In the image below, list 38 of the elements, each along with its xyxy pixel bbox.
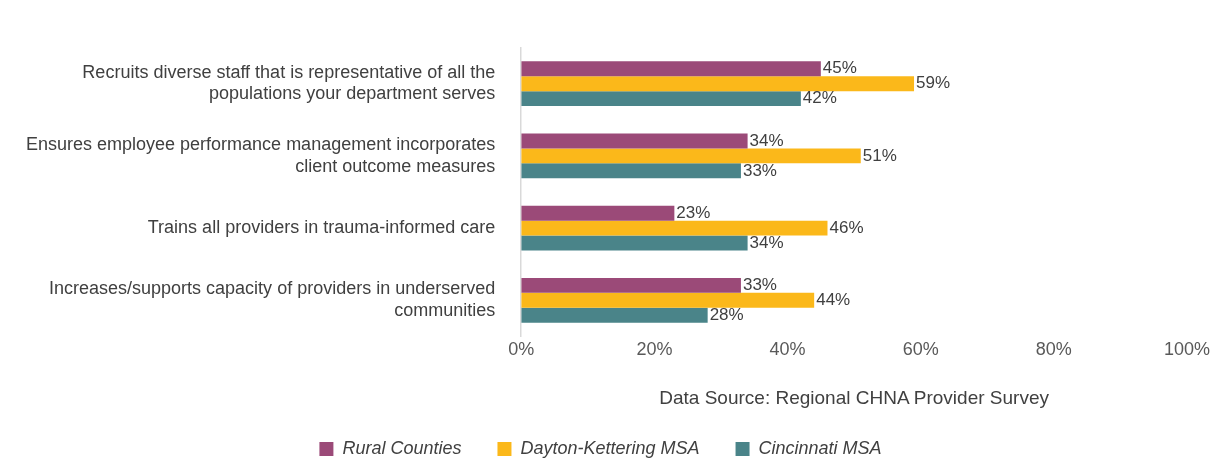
bar (521, 235, 748, 251)
y-tick-label: Increases/supports capacity of providers in underserved communities (49, 278, 496, 321)
legend-label: Rural Counties (342, 438, 462, 458)
bar (521, 133, 748, 149)
x-tick-label: 0% (508, 339, 535, 360)
data-label: 51% (862, 145, 897, 165)
bar (521, 277, 741, 293)
data-label: 42% (802, 88, 837, 108)
bar (521, 148, 861, 164)
data-label: 33% (742, 160, 777, 180)
data-label: 34% (749, 130, 784, 150)
bar (521, 91, 801, 107)
x-tick-label: 40% (769, 339, 806, 360)
bar (521, 292, 815, 308)
bar (521, 76, 915, 92)
bar (521, 220, 828, 236)
bar (521, 163, 741, 179)
data-label: 59% (916, 73, 951, 93)
bar (521, 307, 708, 323)
data-label: 33% (742, 275, 777, 295)
legend-label: Dayton-Kettering MSA (520, 438, 700, 458)
data-label: 34% (749, 232, 784, 252)
y-tick-label: Ensures employee performance management incorporates client outcome measures (26, 134, 496, 176)
data-label: 23% (676, 202, 711, 222)
x-tick-label: 100% (1163, 339, 1210, 360)
x-tick-label: 60% (902, 339, 939, 360)
legend-label: Cincinnati MSA (758, 438, 882, 458)
bar (521, 61, 821, 77)
data-label: 45% (822, 58, 857, 78)
x-tick-label: 80% (1035, 339, 1072, 360)
bar (521, 205, 675, 221)
y-tick-label: Trains all providers in trauma-informed care (147, 217, 496, 238)
data-label: 44% (816, 289, 851, 309)
data-label: 46% (829, 217, 864, 237)
source-note: Data Source: Regional CHNA Provider Survey (659, 386, 1050, 408)
y-tick-label: Recruits diverse staff that is representative of all the populations your department serves (82, 61, 496, 104)
data-label: 28% (709, 304, 744, 324)
x-tick-label: 20% (636, 339, 673, 360)
